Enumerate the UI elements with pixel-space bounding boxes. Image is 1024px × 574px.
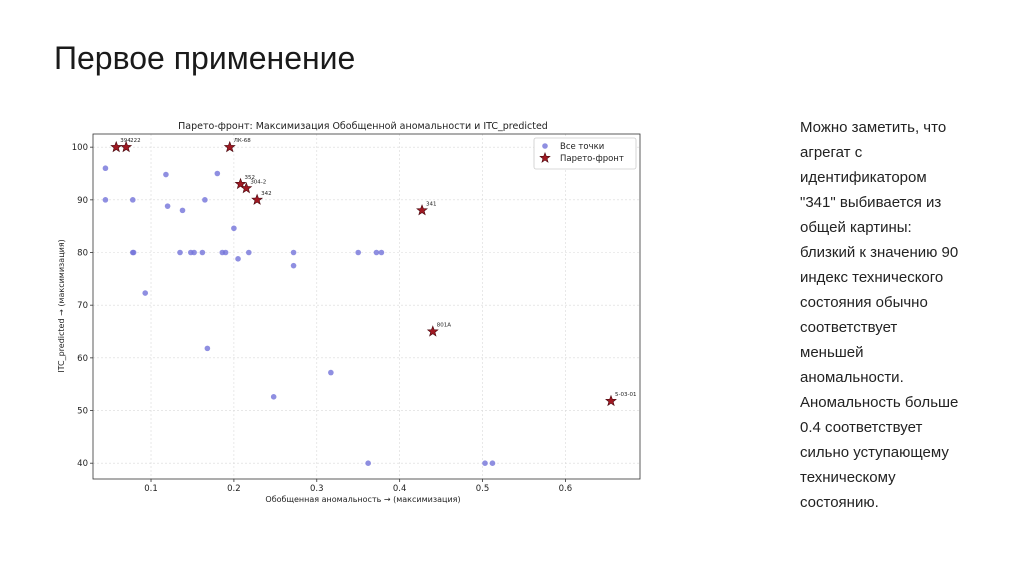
scatter-point [191,249,197,256]
slide-note: Можно заметить, что агрегат с идентифика… [800,119,959,511]
y-tick-label: 70 [77,301,88,311]
scatter-point [163,171,169,178]
y-tick-label: 90 [77,196,88,206]
scatter-point [235,256,241,262]
pareto-star-point [223,140,236,153]
x-tick-label: 0.4 [393,484,407,494]
legend-marker-all-points [542,143,548,149]
scatter-point [202,197,208,203]
scatter-point [328,369,334,376]
scatter-point [373,249,380,256]
scatter-point [199,249,206,256]
scatter-point [222,249,229,256]
pareto-star-point [416,204,428,216]
scatter-point [378,249,385,256]
pareto-point-label: 394 [120,138,131,144]
pareto-point-label: 801A [437,323,451,329]
pareto-star-point [251,193,264,205]
pareto-point-label: 304-2 [250,179,266,185]
pareto-point-label: 352 [245,175,256,181]
chart-title: Парето-фронт: Максимизация Обобщенной ан… [178,121,548,132]
pareto-star-point [120,140,133,153]
scatter-point [489,460,496,466]
y-tick-label: 100 [72,143,88,153]
y-axis-label: ITC_predicted → (максимизация) [57,239,66,373]
scatter-point [142,290,149,296]
y-tick-label: 80 [77,249,88,259]
pareto-point-label: 222 [130,138,141,144]
scatter-point [102,197,109,203]
scatter-point [177,249,183,256]
scatter-point [270,394,277,400]
x-tick-label: 0.3 [310,484,324,494]
scatter-point [482,460,488,466]
legend: Все точки Парето-фронт [533,137,637,170]
x-tick-label: 0.1 [144,484,158,494]
scatter-point [102,165,109,172]
scatter-point [179,207,186,214]
pareto-star-point [605,394,617,407]
scatter-point [164,203,171,209]
y-tick-label: 50 [77,407,88,417]
x-tick-label: 0.6 [559,484,573,494]
pareto-point-label: 341 [426,201,437,207]
pareto-point-label: 5-03-01 [615,392,636,398]
x-tick-label: 0.5 [476,484,490,494]
scatter-point [231,225,237,232]
scatter-point [214,170,221,177]
y-tick-label: 60 [77,354,88,364]
scatter-point [290,262,297,269]
pareto-star-point [110,140,123,153]
scatter-point [129,197,136,203]
legend-marker-pareto [539,151,551,163]
x-tick-label: 0.2 [227,484,241,494]
pareto-chart: Парето-фронт: Максимизация Обобщенной ан… [52,112,652,512]
x-axis-label: Обобщенная аномальность → (максимизация) [265,495,460,504]
pareto-star-point [426,325,439,337]
scatter-point [365,460,371,466]
scatter-point [290,249,297,256]
scatter-point [204,345,211,352]
legend-box [533,137,637,170]
legend-label-all-points: Все точки [560,142,604,152]
legend-label-pareto: Парето-фронт [560,154,624,164]
slide-title: Первое применение [54,40,356,76]
y-tick-label: 40 [77,459,88,469]
pareto-point-label: ЛК-68 [234,138,252,144]
plot-frame [92,133,641,480]
scatter-point [130,249,137,256]
scatter-point [246,249,252,256]
pareto-point-label: 342 [261,191,272,197]
scatter-point [355,249,362,256]
pareto-star-point [240,181,253,194]
